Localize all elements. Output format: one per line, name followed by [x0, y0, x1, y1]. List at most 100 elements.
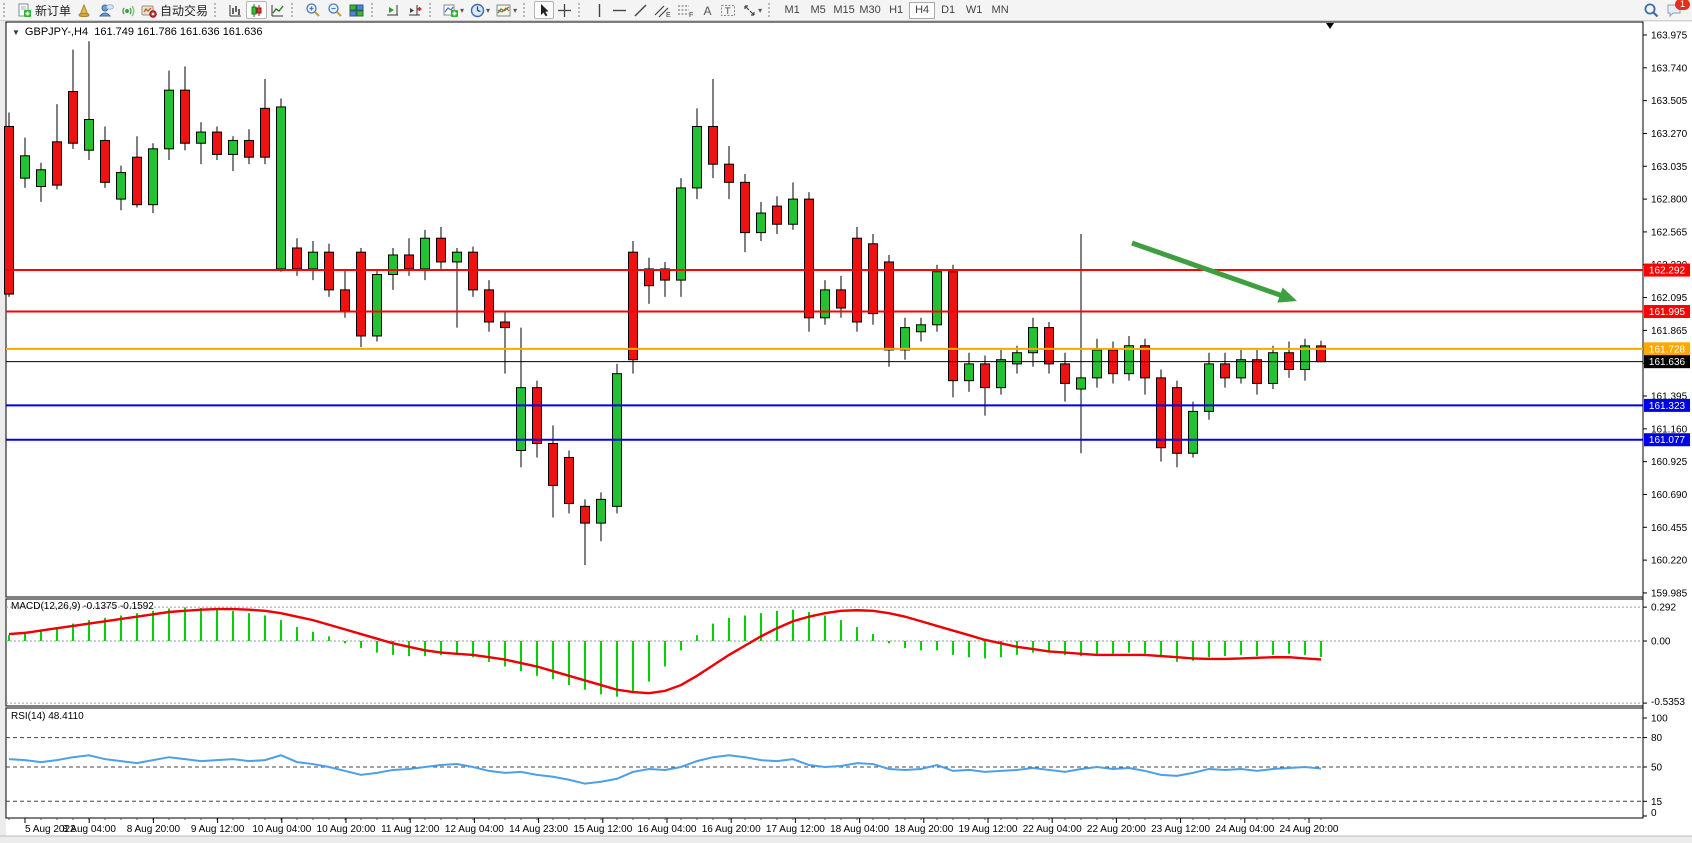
ohlc-toggle-icon[interactable]: ▼: [12, 28, 20, 37]
toolbar-grip[interactable]: [371, 3, 378, 17]
auto-scroll-button[interactable]: [382, 1, 404, 19]
svg-text:E: E: [666, 12, 671, 18]
timeframe-button-mn[interactable]: MN: [991, 4, 1009, 16]
new-order-button[interactable]: 新订单: [14, 1, 74, 19]
toolbar-grip[interactable]: [291, 3, 298, 17]
periods-button[interactable]: ▾: [467, 1, 493, 19]
indicators-button[interactable]: ▾: [440, 1, 467, 19]
candle: [1236, 349, 1246, 384]
candle-body-down: [52, 141, 62, 186]
crosshair-button[interactable]: [554, 1, 575, 19]
candle-body-up: [84, 118, 94, 151]
candle: [852, 227, 862, 332]
toolbar-right: 1: [1640, 0, 1690, 19]
candle-body-down: [580, 505, 590, 524]
toolbar-grip[interactable]: [523, 3, 530, 17]
candle: [596, 492, 606, 542]
candle: [276, 98, 286, 272]
price-tag-label: 161.077: [1649, 435, 1686, 446]
text-label-button[interactable]: T: [717, 1, 739, 19]
toolbar-grip[interactable]: [3, 3, 10, 17]
trend-arrow-head[interactable]: [1277, 287, 1297, 303]
cursor-button[interactable]: [534, 1, 555, 19]
chart-canvas[interactable]: 163.975 163.740 163.505 163.270 163.035 162.8…: [0, 20, 1692, 843]
tile-windows-button[interactable]: [346, 1, 368, 19]
candle-body-down: [1044, 327, 1054, 365]
candle: [1284, 341, 1294, 378]
toolbar-grip[interactable]: [578, 3, 585, 17]
candlestick-chart-button[interactable]: [246, 1, 268, 19]
candle-body-up: [196, 131, 206, 144]
macd-values: -0.1375 -0.1592: [83, 601, 154, 612]
tester-button[interactable]: [74, 1, 95, 19]
price-tag-bg: [1644, 355, 1690, 369]
price-tick-label: 163.505: [1651, 96, 1688, 107]
community-button[interactable]: [95, 1, 117, 19]
templates-button[interactable]: ▾: [493, 1, 520, 19]
search-button[interactable]: [1640, 1, 1663, 19]
candle: [916, 317, 926, 342]
candle-body-up: [996, 359, 1006, 389]
price-tag-label: 162.292: [1649, 266, 1686, 277]
fibonacci-button[interactable]: F: [674, 1, 697, 19]
toolbar-grip[interactable]: [768, 3, 775, 17]
auto-trading-button[interactable]: 自动交易: [138, 1, 211, 19]
zoom-out-button[interactable]: [324, 1, 346, 19]
chart-symbol-period: GBPJPY-,H4: [24, 26, 89, 38]
timeframe-button-m5[interactable]: M5: [810, 4, 826, 16]
text-button[interactable]: A: [697, 1, 717, 19]
trendline-icon: [634, 4, 647, 16]
equidistant-channel-button[interactable]: E: [651, 1, 674, 19]
horizontal-line-button[interactable]: [609, 1, 630, 19]
main-toolbar: 新订单 自动交易: [0, 0, 1692, 21]
candle-body-up: [372, 274, 382, 337]
timeframe-button-d1[interactable]: D1: [941, 4, 956, 16]
new-order-icon: [18, 3, 31, 17]
candle-body-down: [980, 363, 990, 389]
timeframe-button-m30[interactable]: M30: [859, 4, 881, 16]
toolbar-grip[interactable]: [429, 3, 436, 17]
timeframe-button-w1[interactable]: W1: [965, 4, 983, 16]
bar-chart-button[interactable]: [225, 1, 246, 19]
price-tag-bg: [1644, 398, 1690, 412]
signals-button[interactable]: [117, 1, 138, 19]
candle-body-down: [628, 251, 638, 361]
macd-name: MACD(12,26,9): [11, 601, 81, 612]
timeframe-button-h4[interactable]: H4: [909, 1, 936, 19]
candle-body-up: [1188, 410, 1198, 454]
toolbar-grip[interactable]: [214, 3, 221, 17]
timeframe-button-m1[interactable]: M1: [784, 4, 800, 16]
candle-body-up: [692, 125, 702, 189]
notifications-button[interactable]: 1: [1663, 0, 1690, 19]
chart-shift-button[interactable]: [404, 1, 426, 19]
trade-group: 新订单 自动交易: [14, 1, 211, 19]
shift-marker-icon[interactable]: [1326, 23, 1334, 29]
date-tick-label: 5 Aug 2022: [25, 824, 76, 835]
rsi-axis-label: 15: [1651, 797, 1663, 808]
candle: [68, 49, 78, 149]
zoom-in-button[interactable]: [302, 1, 324, 19]
candle: [148, 143, 158, 214]
candle: [420, 229, 430, 281]
candle: [1156, 369, 1166, 462]
line-chart-button[interactable]: [267, 1, 288, 19]
candle: [164, 70, 174, 160]
candle: [260, 78, 270, 165]
vertical-line-button[interactable]: [589, 1, 609, 19]
trend-arrow-line[interactable]: [1131, 240, 1287, 300]
candle: [196, 122, 206, 165]
price-tag: 161.995: [1644, 305, 1690, 319]
macd-signal-line: [8, 607, 1322, 695]
candle-body-up: [148, 148, 158, 206]
price-tick-label: 161.865: [1651, 326, 1688, 337]
arrows-button[interactable]: ▾: [739, 1, 765, 19]
candle: [484, 280, 494, 332]
candle: [788, 182, 798, 230]
trendline-button[interactable]: [630, 1, 651, 19]
clock-icon: [470, 3, 485, 17]
periods-caret-icon: ▾: [486, 5, 491, 15]
rsi-axis-label: 50: [1651, 763, 1663, 774]
timeframe-button-h1[interactable]: H1: [889, 4, 904, 16]
timeframe-button-m15[interactable]: M15: [833, 4, 855, 16]
